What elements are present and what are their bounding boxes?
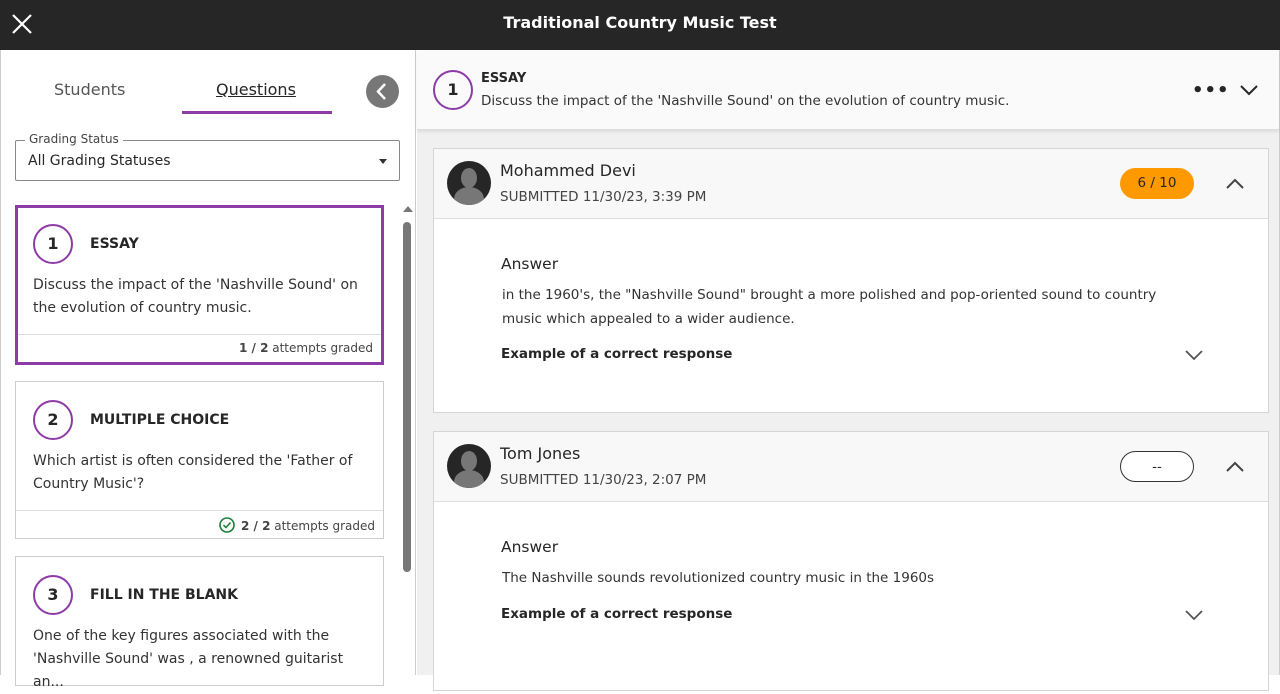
submission-card: Tom Jones SUBMITTED 11/30/23, 2:07 PM --…	[433, 431, 1269, 691]
graded-suffix: attempts graded	[270, 519, 375, 533]
question-type: FILL IN THE BLANK	[90, 587, 238, 603]
question-type: ESSAY	[90, 236, 139, 252]
answer-text: in the 1960's, the "Nashville Sound" bro…	[502, 287, 1157, 327]
tab-questions[interactable]: Questions	[216, 80, 296, 99]
question-number: 1	[433, 70, 473, 110]
chevron-down-icon[interactable]	[1240, 84, 1258, 96]
grade-badge[interactable]: --	[1120, 451, 1194, 482]
graded-count: 2 / 2	[241, 519, 271, 533]
question-type: MULTIPLE CHOICE	[90, 412, 230, 428]
chevron-down-icon[interactable]	[1185, 349, 1203, 361]
avatar	[447, 161, 491, 205]
tab-students[interactable]: Students	[54, 80, 126, 99]
answer-text: The Nashville sounds revolutionized coun…	[502, 570, 935, 586]
collapse-panel-button[interactable]	[366, 75, 399, 108]
check-circle-icon	[219, 517, 235, 533]
chevron-up-icon[interactable]	[1226, 178, 1244, 190]
question-number: 3	[33, 575, 73, 615]
question-text: Discuss the impact of the 'Nashville Sou…	[33, 277, 358, 316]
close-icon[interactable]	[10, 12, 34, 36]
submission-header[interactable]: Mohammed Devi SUBMITTED 11/30/23, 3:39 P…	[434, 149, 1268, 219]
more-options-icon[interactable]: •••	[1192, 80, 1230, 101]
question-header: 1 ESSAY Discuss the impact of the 'Nashv…	[417, 50, 1279, 130]
graded-suffix: attempts graded	[268, 341, 373, 355]
caret-down-icon	[379, 159, 387, 164]
question-type: ESSAY	[481, 71, 527, 86]
submitted-date: SUBMITTED 11/30/23, 2:07 PM	[500, 472, 707, 488]
chevron-left-icon	[376, 83, 386, 100]
grading-status-select[interactable]: Grading Status All Grading Statuses	[15, 132, 400, 181]
question-number: 2	[33, 400, 73, 440]
avatar	[447, 444, 491, 488]
grading-panel: 1 ESSAY Discuss the impact of the 'Nashv…	[417, 50, 1280, 691]
question-card-2[interactable]: 2 MULTIPLE CHOICE Which artist is often …	[15, 381, 384, 539]
question-card-3[interactable]: 3 FILL IN THE BLANK One of the key figur…	[15, 556, 384, 690]
student-name: Mohammed Devi	[500, 161, 636, 180]
chevron-down-icon[interactable]	[1185, 609, 1203, 621]
question-card-1[interactable]: 1 ESSAY Discuss the impact of the 'Nashv…	[15, 205, 384, 365]
submission-card: Mohammed Devi SUBMITTED 11/30/23, 3:39 P…	[433, 148, 1269, 413]
example-response-toggle[interactable]: Example of a correct response	[501, 606, 733, 622]
chevron-up-icon[interactable]	[1226, 461, 1244, 473]
scrollbar-thumb[interactable]	[403, 222, 411, 572]
question-text: Discuss the impact of the 'Nashville Sou…	[481, 93, 1010, 109]
submission-header[interactable]: Tom Jones SUBMITTED 11/30/23, 2:07 PM --	[434, 432, 1268, 502]
example-response-toggle[interactable]: Example of a correct response	[501, 346, 733, 362]
question-text: One of the key figures associated with t…	[33, 628, 344, 690]
answer-label: Answer	[501, 255, 559, 273]
attempts-graded: 2 / 2 attempts graded	[16, 510, 383, 538]
question-number: 1	[33, 224, 73, 264]
question-sidebar: Students Questions Grading Status All Gr…	[0, 50, 416, 690]
scroll-up-arrow[interactable]	[403, 206, 413, 212]
question-text: Which artist is often considered the 'Fa…	[33, 453, 353, 492]
active-tab-indicator	[182, 111, 332, 114]
graded-count: 1 / 2	[239, 341, 269, 355]
student-name: Tom Jones	[500, 444, 581, 463]
page-title: Traditional Country Music Test	[503, 13, 777, 32]
submitted-date: SUBMITTED 11/30/23, 3:39 PM	[500, 189, 707, 205]
grade-badge[interactable]: 6 / 10	[1120, 168, 1194, 199]
grading-status-label: Grading Status	[25, 132, 123, 146]
answer-label: Answer	[501, 538, 559, 556]
top-bar: Traditional Country Music Test	[0, 0, 1280, 50]
grading-status-value: All Grading Statuses	[28, 153, 171, 169]
attempts-graded: 1 / 2 attempts graded	[18, 334, 381, 362]
